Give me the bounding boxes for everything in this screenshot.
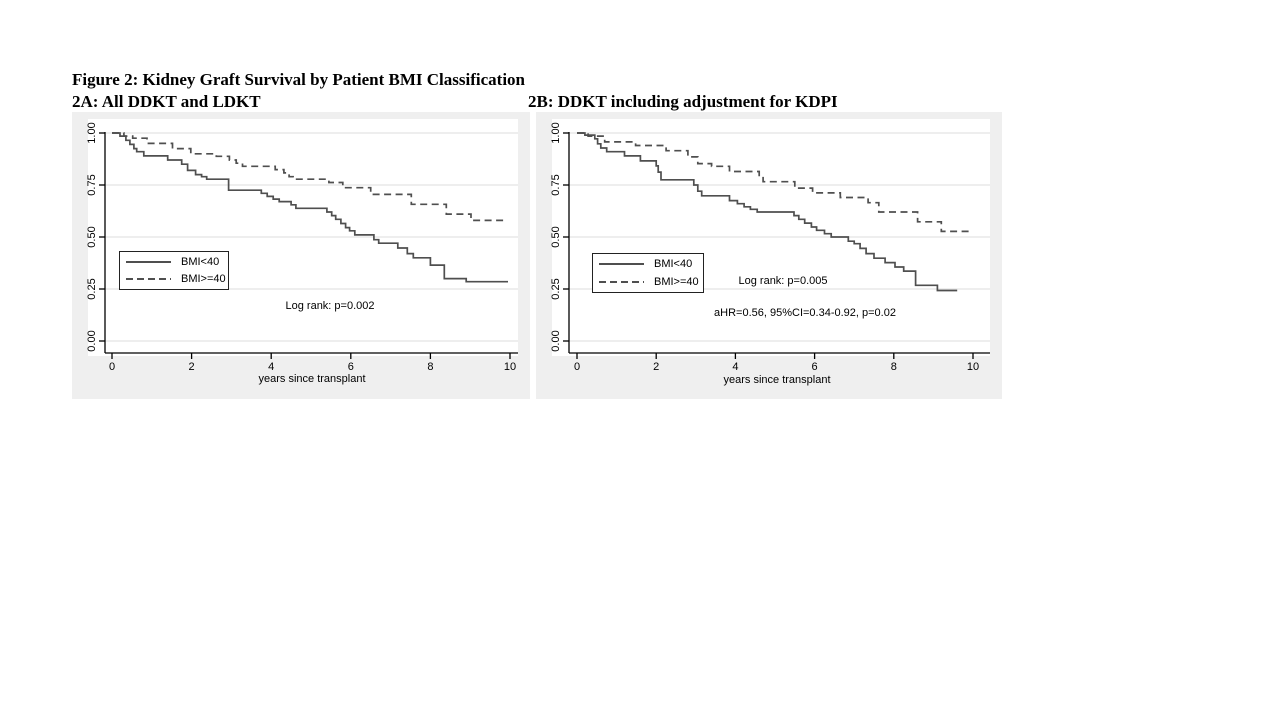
y-tick-label: 0.00	[550, 330, 562, 351]
legend-entry-solid: BMI<40	[599, 258, 697, 271]
solid-line-swatch	[126, 261, 171, 263]
panel-2b-heading: 2B: DDKT including adjustment for KDPI	[528, 92, 838, 111]
y-axis-ticks: 0.00 0.25 0.50 0.75 1.00	[550, 122, 569, 352]
y-tick-label: 0.50	[550, 226, 562, 247]
x-tick-label: 6	[348, 361, 354, 373]
x-axis-ticks: 0 2 4 6 8 10	[109, 353, 516, 373]
x-axis-ticks: 0 2 4 6 8 10	[574, 353, 979, 373]
log-rank-annotation: Log rank: p=0.002	[285, 300, 375, 312]
km-plot-2a: 0.00 0.25 0.50 0.75 1.00 0 2 4 6 8 10	[86, 119, 518, 373]
legend-label: BMI>=40	[654, 275, 699, 288]
y-tick-label: 0.75	[86, 174, 98, 195]
panel-2a-heading: 2A: All DDKT and LDKT	[72, 92, 261, 111]
x-tick-label: 8	[891, 361, 897, 373]
legend-label: BMI<40	[654, 258, 693, 271]
survival-curve-dashed	[112, 132, 506, 222]
legend-entry-dashed: BMI>=40	[126, 273, 226, 285]
x-tick-label: 4	[732, 361, 738, 373]
y-tick-label: 0.75	[550, 174, 562, 195]
legend-label: BMI<40	[181, 256, 220, 268]
y-tick-label: 0.25	[550, 278, 562, 299]
figure-title: Figure 2: Kidney Graft Survival by Patie…	[72, 70, 526, 89]
x-tick-label: 8	[427, 361, 433, 373]
km-panel-2a: 0.00 0.25 0.50 0.75 1.00 0 2 4 6 8 10 BMI<40 BMI>=…	[72, 112, 530, 399]
y-tick-label: 0.00	[86, 330, 98, 351]
y-tick-label: 1.00	[550, 122, 562, 143]
km-panel-2b: 0.00 0.25 0.50 0.75 1.00 0 2 4 6 8 10 BMI<40 BMI>=…	[536, 112, 1002, 399]
x-tick-label: 0	[574, 361, 580, 373]
axes	[104, 132, 518, 354]
survival-curve-dashed	[577, 132, 971, 233]
x-axis-title: years since transplant	[723, 374, 831, 386]
x-tick-label: 4	[268, 361, 274, 373]
legend-label: BMI>=40	[181, 273, 226, 285]
legend-entry-solid: BMI<40	[126, 256, 222, 268]
x-tick-label: 10	[504, 361, 516, 373]
x-tick-label: 2	[653, 361, 659, 373]
axes	[568, 132, 990, 354]
log-rank-annotation: Log rank: p=0.005	[738, 275, 828, 287]
solid-line-swatch	[599, 263, 644, 266]
dashed-line-swatch	[599, 280, 644, 283]
x-tick-label: 6	[812, 361, 818, 373]
x-tick-label: 0	[109, 361, 115, 373]
hazard-ratio-annotation: aHR=0.56, 95%CI=0.34-0.92, p=0.02	[714, 307, 896, 319]
legend-2b: BMI<40 BMI>=40	[592, 253, 704, 293]
y-axis-ticks: 0.00 0.25 0.50 0.75 1.00	[86, 122, 105, 352]
legend-2a: BMI<40 BMI>=40	[119, 251, 229, 290]
legend-entry-dashed: BMI>=40	[599, 275, 699, 289]
dashed-line-swatch	[126, 278, 171, 280]
x-tick-label: 10	[967, 361, 979, 373]
survival-curve-solid	[577, 132, 958, 292]
y-tick-label: 0.50	[86, 226, 98, 247]
x-tick-label: 2	[189, 361, 195, 373]
y-tick-label: 0.25	[86, 278, 98, 299]
x-axis-title: years since transplant	[258, 373, 366, 385]
survival-curve-solid	[112, 132, 508, 283]
y-tick-label: 1.00	[86, 122, 98, 143]
